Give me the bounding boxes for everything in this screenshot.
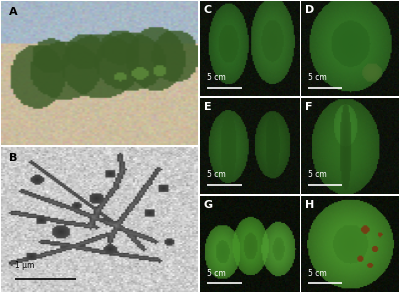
Text: F: F <box>305 102 312 112</box>
Text: D: D <box>305 5 314 15</box>
Text: 5 cm: 5 cm <box>308 171 326 179</box>
Text: 1 μm: 1 μm <box>15 261 34 270</box>
Text: 5 cm: 5 cm <box>207 171 226 179</box>
Text: 5 cm: 5 cm <box>308 73 326 82</box>
Text: G: G <box>204 200 213 210</box>
Text: 5 cm: 5 cm <box>207 73 226 82</box>
Text: 5 cm: 5 cm <box>308 269 326 278</box>
Text: E: E <box>204 102 212 112</box>
Text: C: C <box>204 5 212 15</box>
Text: H: H <box>305 200 314 210</box>
Text: 5 cm: 5 cm <box>207 269 226 278</box>
Text: A: A <box>9 7 18 17</box>
Text: B: B <box>9 153 18 163</box>
